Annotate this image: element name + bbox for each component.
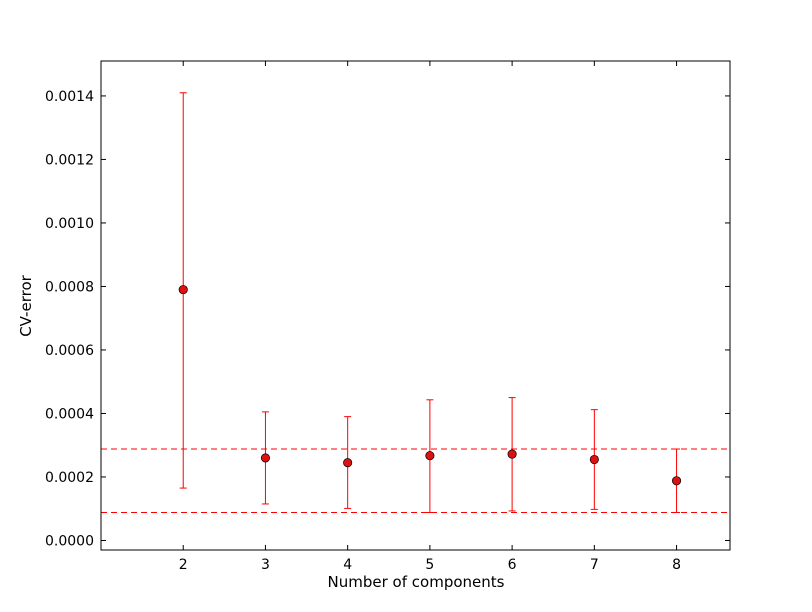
- axes-frame: [100, 60, 731, 551]
- y-tick-label: 0.0006: [45, 343, 94, 359]
- data-point: [343, 458, 353, 468]
- data-point: [178, 285, 188, 295]
- y-axis-label: CV-error: [17, 274, 35, 336]
- x-tick-label: 5: [425, 557, 434, 573]
- x-tick-label: 7: [590, 557, 599, 573]
- x-tick-label: 8: [672, 557, 681, 573]
- y-tick-label: 0.0014: [45, 89, 94, 105]
- data-point: [672, 476, 682, 486]
- y-tick-label: 0.0012: [45, 152, 94, 168]
- y-tick-label: 0.0004: [45, 406, 94, 422]
- y-tick-label: 0.0002: [45, 470, 94, 486]
- data-point: [507, 449, 517, 459]
- plot-area: [101, 92, 730, 514]
- y-tick-label: 0.0008: [45, 279, 94, 295]
- y-tick-label: 0.0000: [45, 533, 94, 549]
- x-tick-label: 3: [261, 557, 270, 573]
- data-point: [425, 451, 435, 461]
- x-tick-label: 2: [179, 557, 188, 573]
- x-axis-label: Number of components: [328, 573, 505, 591]
- x-tick-label: 6: [508, 557, 517, 573]
- ticks: 2 3 4 5 6 7 8 0.0000 0.0002 0.0004 0.0006 0.0008 0.0…: [45, 61, 730, 573]
- x-tick-label: 4: [343, 557, 352, 573]
- data-point: [260, 453, 270, 463]
- data-point: [589, 454, 599, 465]
- y-tick-label: 0.0010: [45, 216, 94, 232]
